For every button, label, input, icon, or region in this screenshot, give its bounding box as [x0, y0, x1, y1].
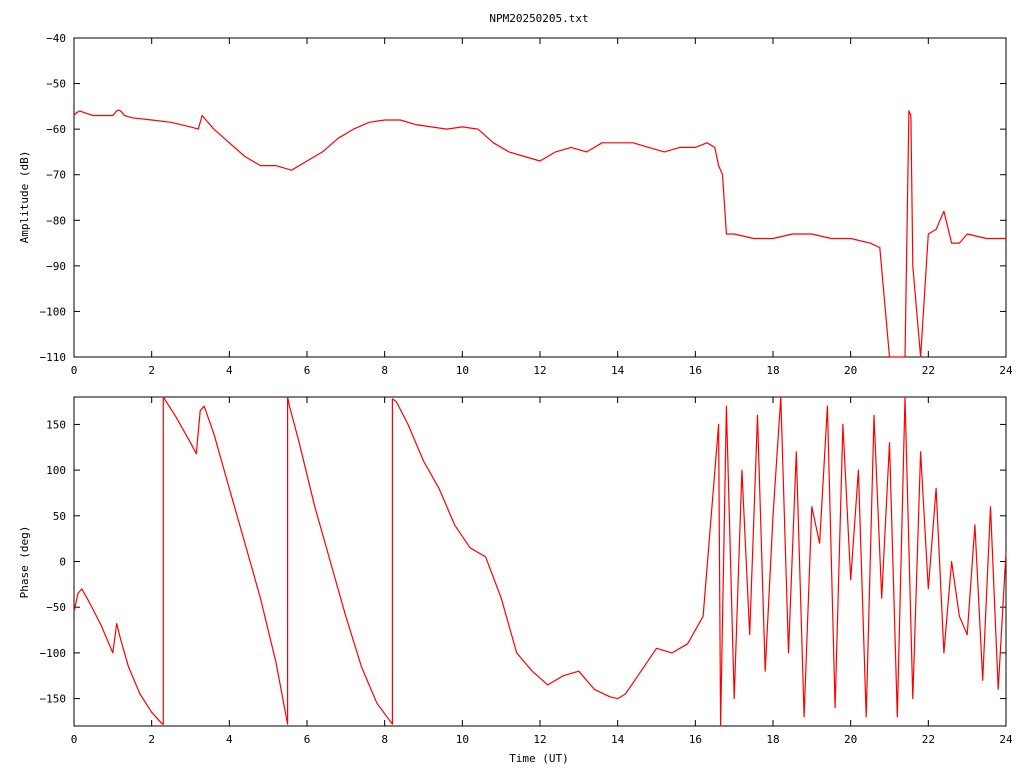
- amplitude-x-tick-label: 18: [766, 364, 779, 377]
- phase-x-tick-label: 6: [304, 733, 311, 746]
- amplitude-x-tick-label: 24: [999, 364, 1013, 377]
- phase-x-tick-label: 8: [381, 733, 388, 746]
- phase-x-tick-label: 20: [844, 733, 857, 746]
- amplitude-ticks: 0 2 4 6 8 10 12 14 16 18 20 22 24−110−100−90−80−70−6…: [40, 32, 1013, 377]
- phase-y-tick-label: 0: [59, 556, 66, 569]
- phase-x-tick-label: 16: [689, 733, 702, 746]
- amplitude-y-tick-label: −100: [40, 305, 67, 318]
- phase-x-tick-label: 22: [922, 733, 935, 746]
- phase-series-line: [73, 396, 1007, 727]
- phase-x-tick-label: 12: [533, 733, 546, 746]
- amplitude-x-tick-label: 22: [922, 364, 935, 377]
- amplitude-x-tick-label: 8: [381, 364, 388, 377]
- amplitude-x-tick-label: 20: [844, 364, 857, 377]
- amplitude-x-tick-label: 0: [71, 364, 78, 377]
- phase-x-tick-label: 18: [766, 733, 779, 746]
- amplitude-x-tick-label: 12: [533, 364, 546, 377]
- phase-x-tick-label: 14: [611, 733, 625, 746]
- phase-ticks: 0 2 4 6 8 10 12 14 16 18 20 22 24−150−100−5005010015…: [40, 397, 1013, 746]
- phase-y-tick-label: −50: [46, 601, 66, 614]
- phase-y-tick-label: 100: [46, 464, 66, 477]
- amplitude-y-tick-label: −110: [40, 351, 67, 364]
- amplitude-x-tick-label: 6: [304, 364, 311, 377]
- phase-x-tick-label: 24: [999, 733, 1013, 746]
- phase-x-tick-label: 2: [148, 733, 155, 746]
- amplitude-y-tick-label: −90: [46, 260, 66, 273]
- phase-y-tick-label: 150: [46, 418, 66, 431]
- amplitude-x-tick-label: 4: [226, 364, 233, 377]
- amplitude-y-tick-label: −40: [46, 32, 66, 45]
- phase-y-tick-label: −100: [40, 647, 67, 660]
- amplitude-y-tick-label: −50: [46, 78, 66, 91]
- phase-panel: 0 2 4 6 8 10 12 14 16 18 20 22 24−150−100−5005010015…: [18, 396, 1013, 765]
- amplitude-y-tick-label: −70: [46, 169, 66, 182]
- chart-title: NPM20250205.txt: [489, 12, 588, 25]
- phase-x-tick-label: 10: [456, 733, 469, 746]
- amplitude-panel: 0 2 4 6 8 10 12 14 16 18 20 22 24−110−100−90−80−70−6…: [18, 32, 1013, 377]
- phase-y-axis-label: Phase (deg): [18, 526, 31, 599]
- amplitude-x-tick-label: 16: [689, 364, 702, 377]
- amplitude-series-line: [73, 109, 1006, 358]
- amplitude-y-axis-label: Amplitude (dB): [18, 151, 31, 244]
- amplitude-x-tick-label: 10: [456, 364, 469, 377]
- amplitude-y-tick-label: −60: [46, 123, 66, 136]
- amplitude-x-tick-label: 2: [148, 364, 155, 377]
- time-x-axis-label: Time (UT): [509, 752, 569, 765]
- phase-y-tick-label: 50: [53, 510, 66, 523]
- phase-y-tick-label: −150: [40, 693, 67, 706]
- amplitude-y-tick-label: −80: [46, 214, 66, 227]
- phase-x-tick-label: 0: [71, 733, 78, 746]
- phase-x-tick-label: 4: [226, 733, 233, 746]
- amplitude-x-tick-label: 14: [611, 364, 625, 377]
